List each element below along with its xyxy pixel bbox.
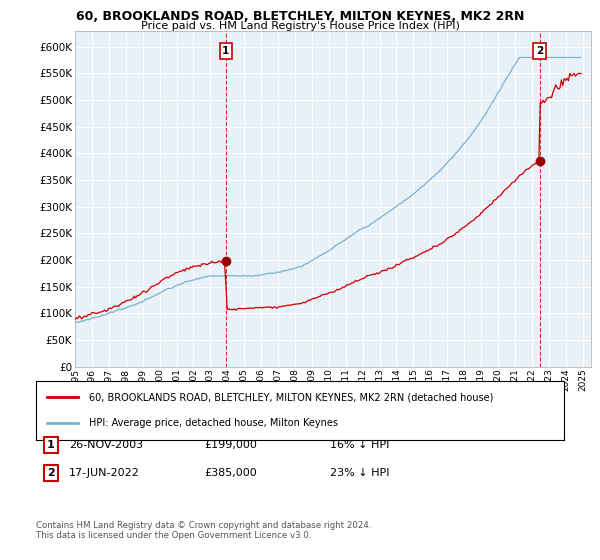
Text: £199,000: £199,000 [204, 440, 257, 450]
Text: 2: 2 [536, 46, 543, 56]
Text: 17-JUN-2022: 17-JUN-2022 [69, 468, 140, 478]
Text: 1: 1 [47, 440, 55, 450]
Text: 1: 1 [222, 46, 229, 56]
Text: 60, BROOKLANDS ROAD, BLETCHLEY, MILTON KEYNES, MK2 2RN (detached house): 60, BROOKLANDS ROAD, BLETCHLEY, MILTON K… [89, 392, 493, 402]
Text: £385,000: £385,000 [204, 468, 257, 478]
Text: Price paid vs. HM Land Registry's House Price Index (HPI): Price paid vs. HM Land Registry's House … [140, 21, 460, 31]
Text: 60, BROOKLANDS ROAD, BLETCHLEY, MILTON KEYNES, MK2 2RN: 60, BROOKLANDS ROAD, BLETCHLEY, MILTON K… [76, 10, 524, 23]
Text: 16% ↓ HPI: 16% ↓ HPI [330, 440, 389, 450]
Text: 23% ↓ HPI: 23% ↓ HPI [330, 468, 389, 478]
Text: 26-NOV-2003: 26-NOV-2003 [69, 440, 143, 450]
Text: 2: 2 [47, 468, 55, 478]
Text: HPI: Average price, detached house, Milton Keynes: HPI: Average price, detached house, Milt… [89, 418, 338, 428]
Text: Contains HM Land Registry data © Crown copyright and database right 2024.
This d: Contains HM Land Registry data © Crown c… [36, 521, 371, 540]
